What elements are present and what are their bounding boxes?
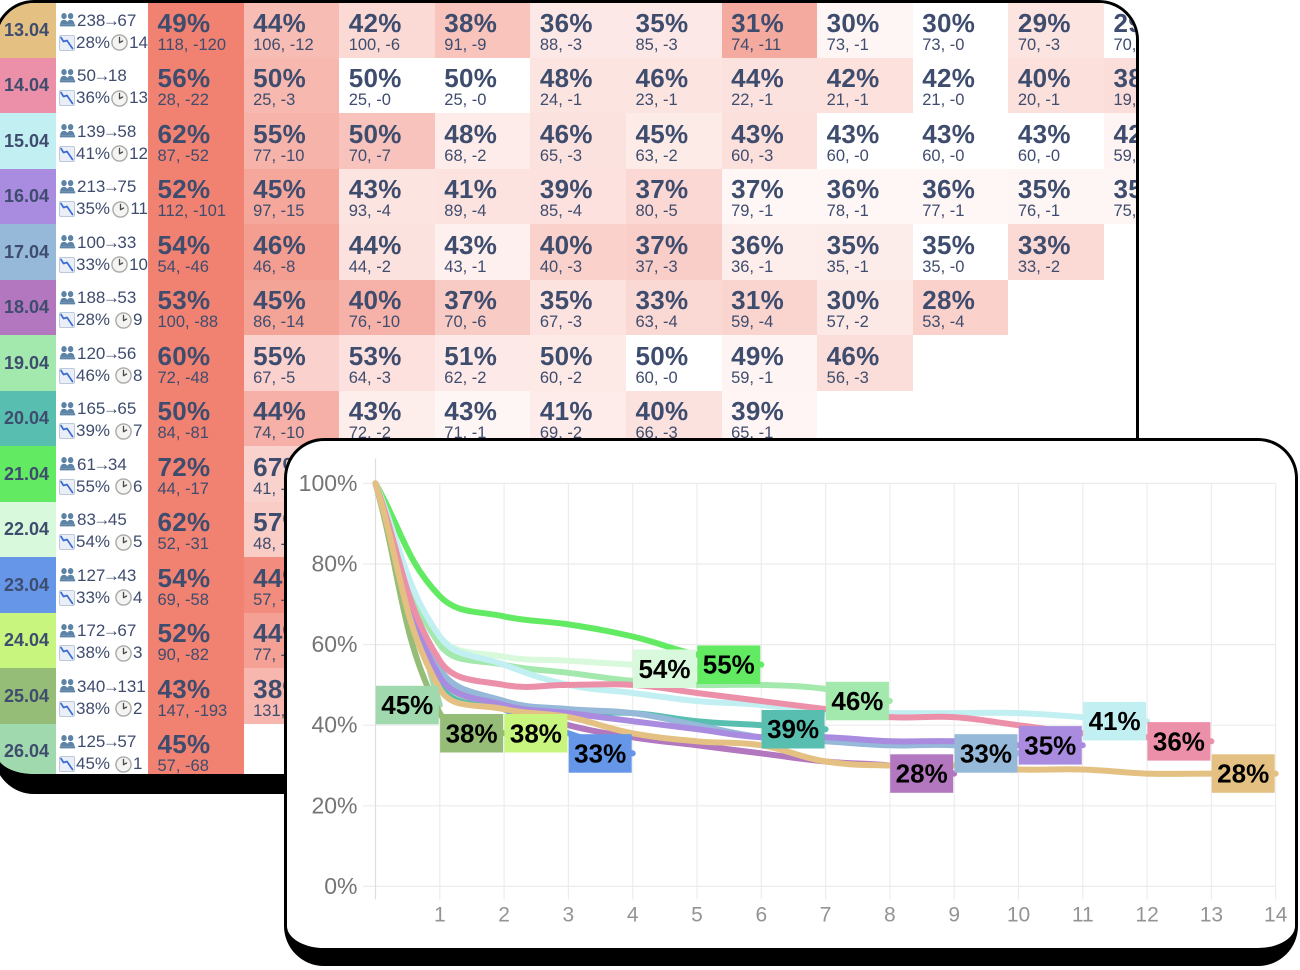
svg-text:13: 13 <box>1200 903 1223 926</box>
svg-text:7: 7 <box>820 903 832 926</box>
svg-text:20%: 20% <box>311 792 357 818</box>
svg-text:100%: 100% <box>299 470 358 496</box>
svg-text:38%: 38% <box>446 718 498 748</box>
svg-text:9: 9 <box>948 903 960 926</box>
svg-text:80%: 80% <box>311 551 357 577</box>
svg-text:54%: 54% <box>638 654 690 684</box>
svg-text:2: 2 <box>498 903 510 926</box>
svg-text:0%: 0% <box>324 873 357 899</box>
svg-text:38%: 38% <box>510 718 562 748</box>
svg-text:11: 11 <box>1072 903 1094 926</box>
svg-text:55%: 55% <box>703 650 755 680</box>
svg-text:36%: 36% <box>1153 726 1205 756</box>
svg-text:12: 12 <box>1135 903 1158 926</box>
svg-text:4: 4 <box>627 903 639 926</box>
svg-text:45%: 45% <box>381 690 433 720</box>
svg-text:46%: 46% <box>831 686 883 716</box>
svg-text:39%: 39% <box>767 714 819 744</box>
svg-text:60%: 60% <box>311 631 357 657</box>
svg-text:14: 14 <box>1264 903 1288 926</box>
svg-text:35%: 35% <box>1024 730 1076 760</box>
svg-text:28%: 28% <box>1217 759 1269 789</box>
svg-text:10: 10 <box>1007 903 1030 926</box>
svg-text:28%: 28% <box>896 759 948 789</box>
svg-text:33%: 33% <box>960 738 1012 768</box>
svg-text:3: 3 <box>563 903 575 926</box>
svg-text:1: 1 <box>434 903 446 926</box>
svg-text:6: 6 <box>755 903 767 926</box>
svg-text:8: 8 <box>884 903 896 926</box>
svg-text:40%: 40% <box>311 712 357 738</box>
svg-text:33%: 33% <box>574 738 626 768</box>
svg-text:41%: 41% <box>1089 706 1141 736</box>
svg-text:5: 5 <box>691 903 703 926</box>
